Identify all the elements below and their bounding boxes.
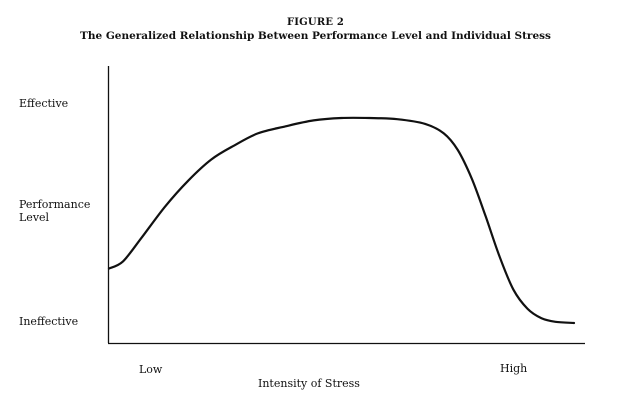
y-tick-label-effective: Effective: [19, 97, 69, 110]
figure-label: FIGURE 2: [286, 17, 344, 28]
y-tick-label-ineffective: Ineffective: [19, 315, 79, 328]
x-tick-label-high: High: [500, 362, 528, 375]
y-axis-label: Performance Level: [19, 198, 91, 224]
performance-curve: [107, 116, 576, 325]
figure-title: The Generalized Relationship Between Per…: [80, 30, 551, 42]
x-axis-label: Intensity of Stress: [258, 377, 360, 390]
x-tick-label-low: Low: [139, 363, 163, 376]
